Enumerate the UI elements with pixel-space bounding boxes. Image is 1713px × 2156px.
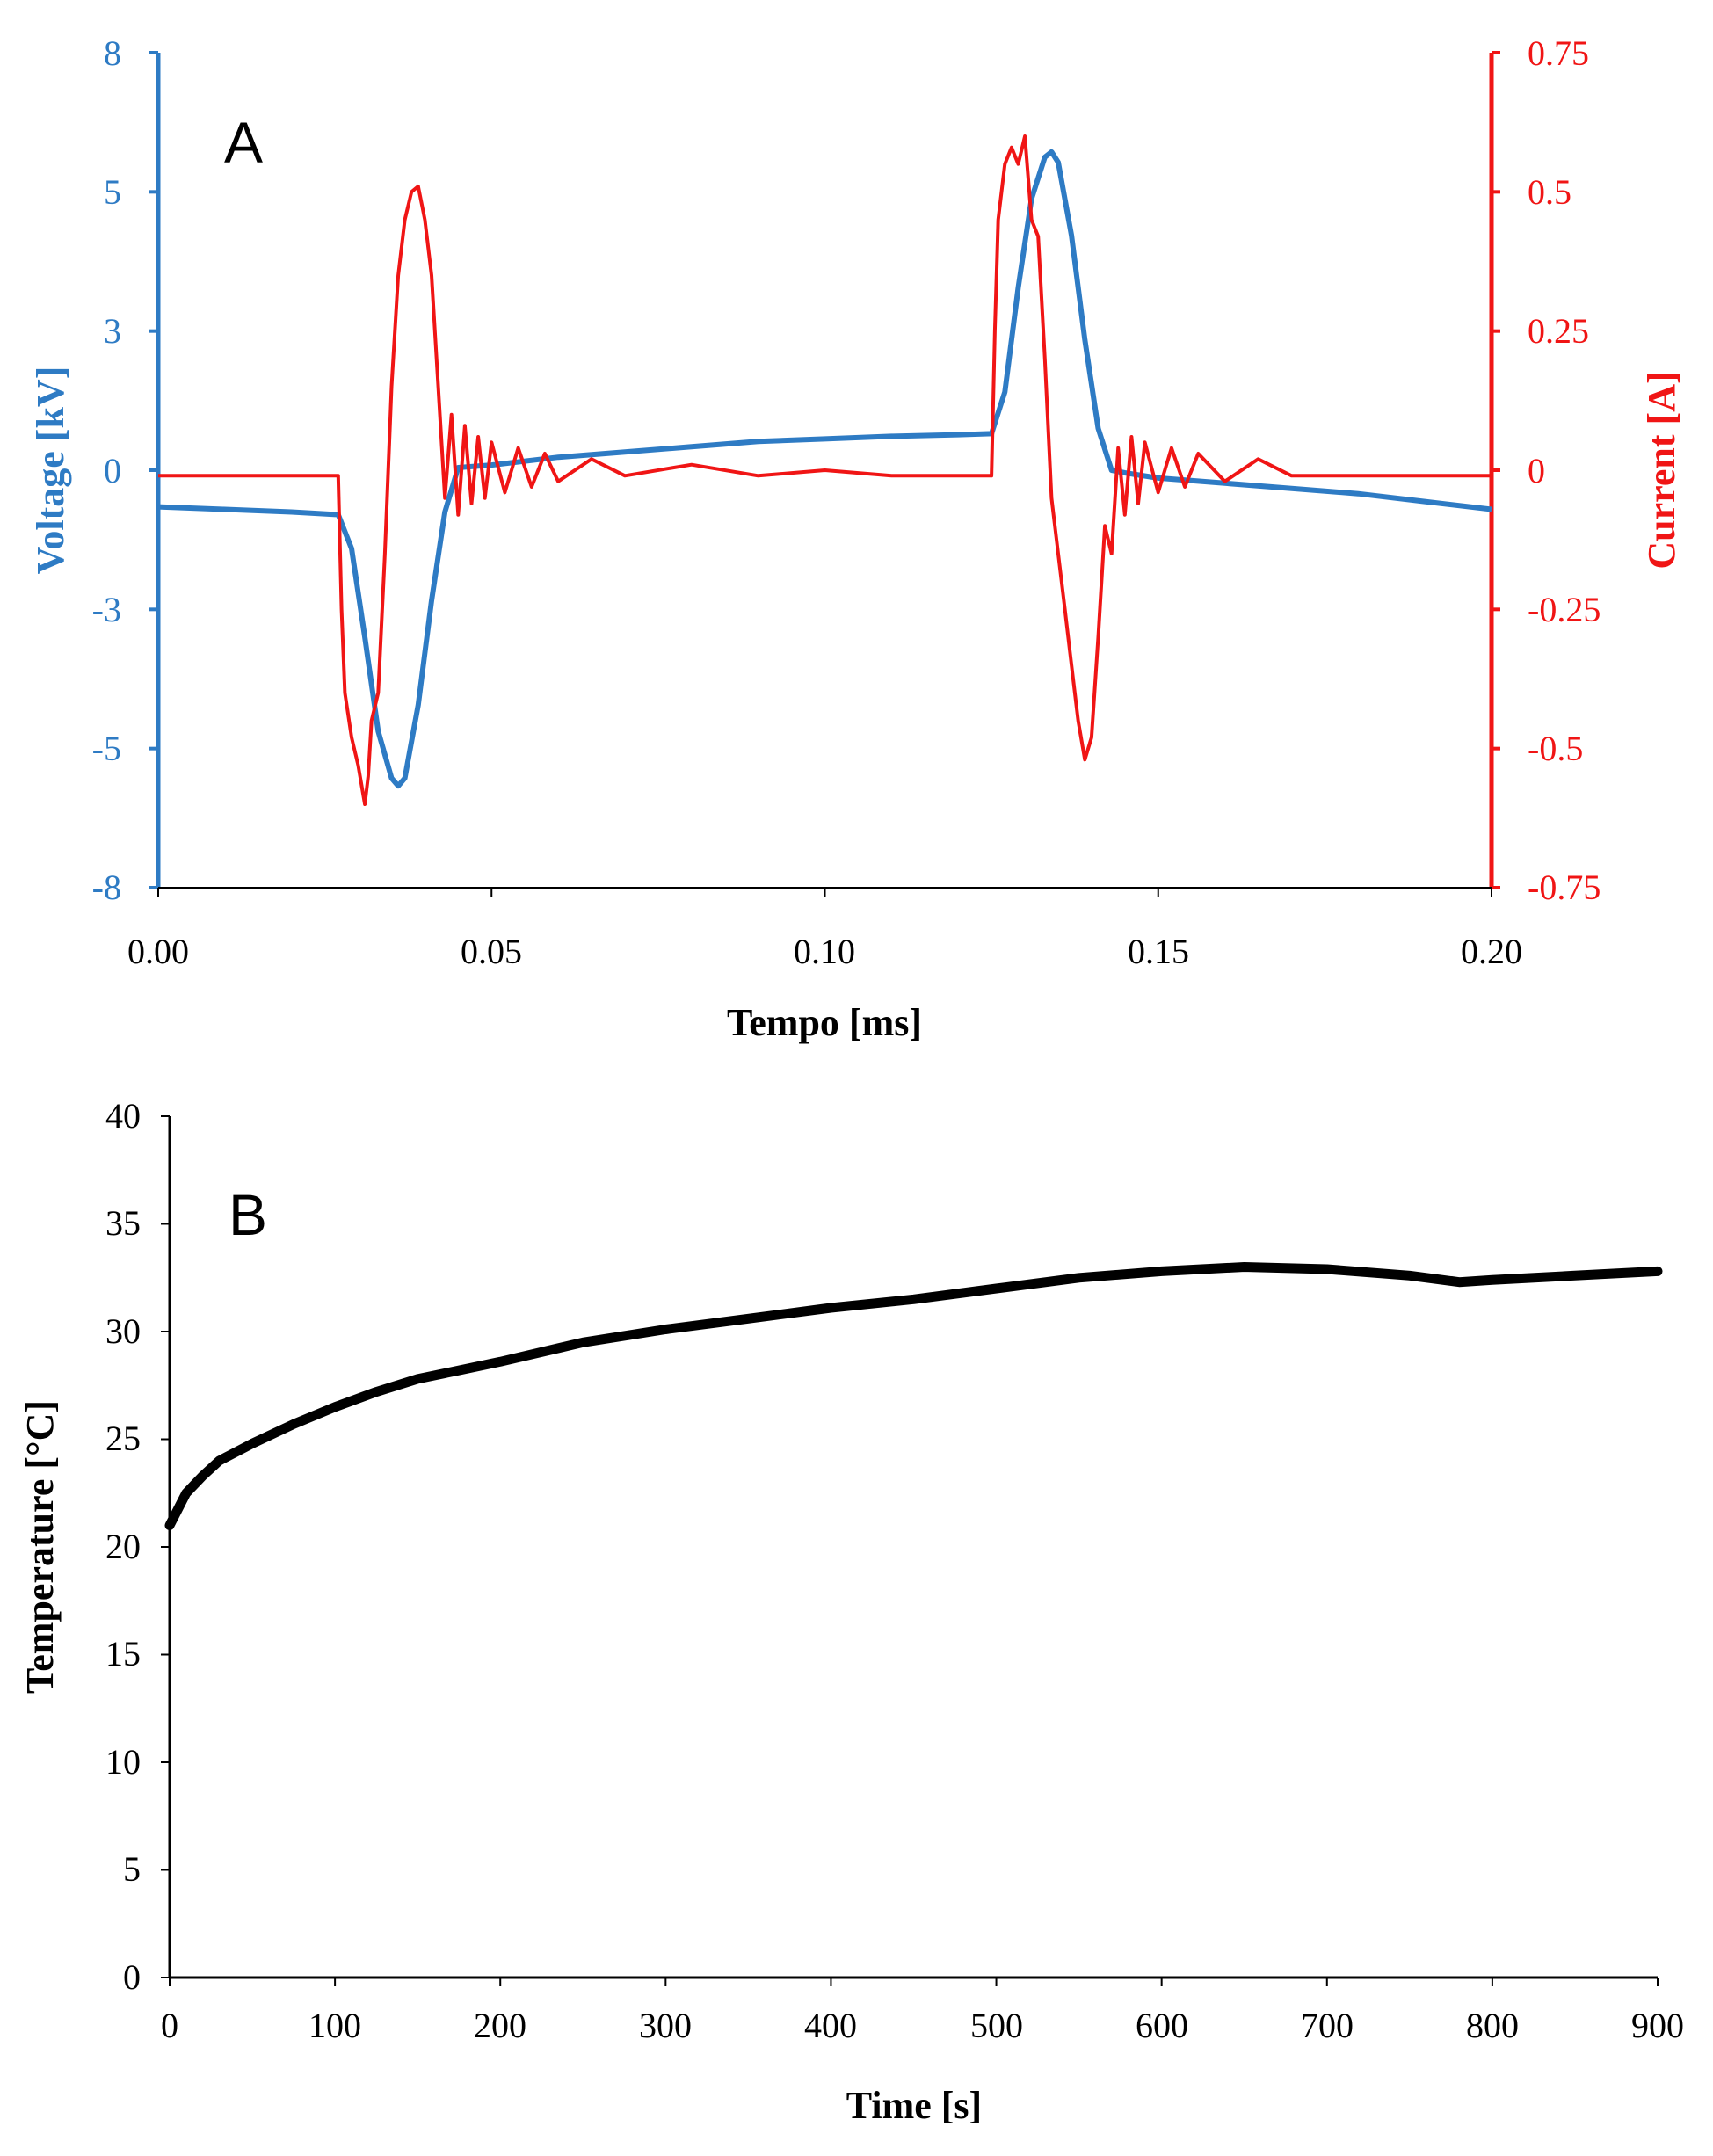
y-tick-label-b: 35 — [105, 1203, 141, 1243]
x-tick-label-b: 200 — [474, 2006, 526, 2045]
y-right-tick-label: 0.5 — [1528, 172, 1571, 212]
y-tick-label-b: 40 — [105, 1096, 141, 1136]
current-series-line — [158, 134, 1492, 806]
y-left-axis-title: Voltage [kV] — [29, 367, 72, 575]
panel-b-label: B — [229, 1182, 267, 1247]
y-right-tick-label: 0 — [1528, 451, 1545, 490]
y-tick-label-b: 20 — [105, 1527, 141, 1566]
x-axis-title-a: Tempo [ms] — [727, 1001, 922, 1044]
y-right-tick-label: 0.25 — [1528, 311, 1589, 351]
y-tick-label-b: 5 — [123, 1849, 141, 1889]
x-tick-label-a: 0.20 — [1461, 932, 1522, 971]
y-right-tick-label: -0.75 — [1528, 867, 1600, 907]
y-right-axis-title: Current [A] — [1640, 371, 1683, 569]
y-tick-label-b: 15 — [105, 1634, 141, 1673]
y-left-tick-label: 8 — [104, 33, 121, 73]
x-tick-label-b: 600 — [1136, 2006, 1188, 2045]
x-tick-label-b: 700 — [1301, 2006, 1354, 2045]
x-tick-label-b: 900 — [1631, 2006, 1684, 2045]
x-tick-label-b: 100 — [308, 2006, 361, 2045]
y-left-tick-label: 0 — [104, 451, 121, 490]
x-tick-label-b: 800 — [1466, 2006, 1519, 2045]
panel-a-label: A — [224, 110, 263, 175]
y-tick-label-b: 30 — [105, 1311, 141, 1351]
x-tick-label-a: 0.15 — [1128, 932, 1189, 971]
y-left-tick-label: -5 — [92, 729, 121, 768]
x-axis-title-b: Time [s] — [846, 2084, 982, 2127]
x-tick-label-a: 0.00 — [127, 932, 189, 971]
y-left-tick-label: 5 — [104, 172, 121, 212]
x-tick-label-b: 0 — [161, 2006, 178, 2045]
y-tick-label-b: 10 — [105, 1742, 141, 1782]
y-axis-title-b: Temperature [°C] — [18, 1400, 62, 1694]
y-left-tick-label: -8 — [92, 867, 121, 907]
x-tick-label-b: 300 — [639, 2006, 692, 2045]
ticks-b — [161, 1115, 1659, 1986]
x-tick-label-b: 500 — [970, 2006, 1023, 2045]
y-right-tick-label: -0.25 — [1528, 590, 1600, 629]
y-left-tick-label: 3 — [104, 311, 121, 351]
y-tick-label-b: 25 — [105, 1419, 141, 1458]
ticks-a — [149, 51, 1500, 897]
y-right-tick-label: -0.5 — [1528, 729, 1583, 768]
chart-b: B 0 5 10 15 20 25 30 35 40 0 100 200 300… — [18, 1096, 1684, 2127]
y-right-tick-label: 0.75 — [1528, 33, 1589, 73]
y-left-tick-label: -3 — [92, 590, 121, 629]
x-tick-label-a: 0.10 — [794, 932, 855, 971]
chart-a: A 8 5 3 0 -3 -5 -8 0.75 0.5 0.25 0 -0.25… — [29, 33, 1683, 1044]
y-tick-label-b: 0 — [123, 1957, 141, 1997]
temperature-series-line — [164, 1262, 1663, 1530]
x-tick-label-a: 0.05 — [461, 932, 522, 971]
x-tick-label-b: 400 — [804, 2006, 857, 2045]
